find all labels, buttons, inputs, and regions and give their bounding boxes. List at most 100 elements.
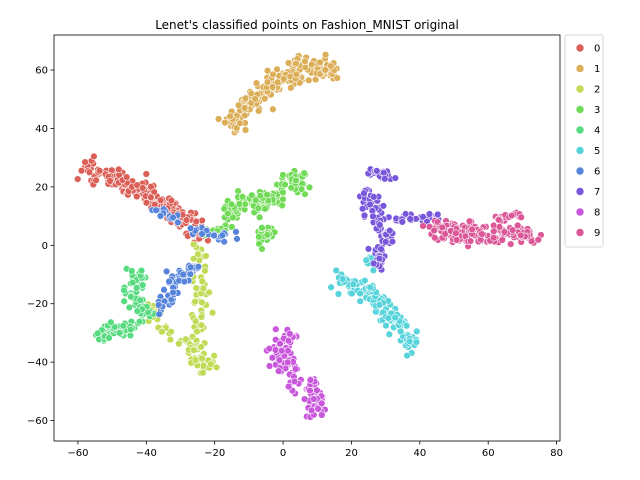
point <box>263 231 271 239</box>
point <box>398 218 406 226</box>
plot-frame <box>53 34 561 442</box>
point <box>263 190 271 199</box>
point <box>401 210 410 218</box>
point <box>438 223 446 232</box>
point <box>360 189 368 197</box>
legend-label-8: 8 <box>594 208 600 219</box>
point <box>388 237 397 246</box>
point <box>406 215 414 223</box>
point <box>198 298 206 307</box>
point <box>287 84 295 92</box>
point <box>94 329 102 337</box>
point <box>286 330 294 338</box>
point <box>297 185 306 193</box>
point <box>500 228 509 236</box>
legend-marker-8 <box>575 207 585 217</box>
point <box>275 356 284 364</box>
point <box>508 211 516 220</box>
point <box>284 59 293 67</box>
point <box>197 313 206 321</box>
point <box>263 67 272 75</box>
legend-label-1: 1 <box>594 64 600 75</box>
point <box>434 210 442 219</box>
point <box>375 301 384 309</box>
point <box>81 158 89 166</box>
point <box>198 354 206 362</box>
legend-marker-4 <box>575 125 585 135</box>
point <box>136 296 144 304</box>
point <box>182 335 190 343</box>
point <box>495 223 504 231</box>
point <box>273 65 281 73</box>
y-tick-label: −60 <box>27 416 48 427</box>
point <box>166 335 175 344</box>
point <box>370 259 378 268</box>
point <box>258 224 266 232</box>
point <box>348 289 356 298</box>
point <box>254 204 262 212</box>
point <box>327 283 335 291</box>
point <box>301 57 309 65</box>
legend-marker-3 <box>575 105 585 114</box>
point <box>125 303 134 312</box>
point <box>373 167 381 175</box>
point <box>308 60 316 69</box>
point <box>192 317 200 325</box>
point <box>255 233 263 241</box>
point <box>381 175 389 183</box>
point <box>210 231 218 240</box>
y-tick-label: 0 <box>42 241 48 252</box>
point <box>419 222 427 230</box>
series-6 <box>148 205 241 318</box>
point <box>495 216 503 224</box>
point <box>379 202 388 210</box>
point <box>221 118 229 127</box>
point <box>158 328 166 336</box>
point <box>517 213 525 221</box>
point <box>190 346 198 354</box>
point <box>366 283 374 292</box>
point <box>147 193 155 201</box>
series-9 <box>419 209 545 250</box>
point <box>290 377 299 386</box>
point <box>199 369 207 377</box>
point <box>278 347 286 355</box>
series-7 <box>356 165 443 274</box>
legend-label-7: 7 <box>594 187 600 198</box>
point <box>252 79 261 87</box>
point <box>227 200 236 208</box>
point <box>85 168 94 176</box>
point <box>382 321 390 330</box>
legend-marker-5 <box>575 146 585 155</box>
point <box>370 193 378 201</box>
point <box>165 277 173 286</box>
point <box>292 70 300 79</box>
legend-label-4: 4 <box>594 126 600 137</box>
point <box>139 281 147 289</box>
point <box>160 286 168 294</box>
point <box>198 277 206 285</box>
point <box>186 224 195 232</box>
point <box>307 406 316 415</box>
point <box>386 226 394 235</box>
point <box>384 314 392 322</box>
point <box>241 94 250 102</box>
point <box>256 192 265 200</box>
point <box>391 313 399 322</box>
point <box>241 126 250 134</box>
point <box>305 76 313 84</box>
point <box>201 267 209 275</box>
point <box>327 62 335 70</box>
y-axis: −60 −40 −20 0 20 40 60 <box>27 66 54 427</box>
point <box>240 104 249 112</box>
point <box>139 184 147 192</box>
point <box>385 330 393 338</box>
legend-label-0: 0 <box>594 44 600 55</box>
point <box>284 347 292 355</box>
point <box>202 252 210 260</box>
point <box>92 176 100 184</box>
x-tick-label: 40 <box>413 448 426 459</box>
point <box>356 297 364 305</box>
point <box>234 101 243 109</box>
